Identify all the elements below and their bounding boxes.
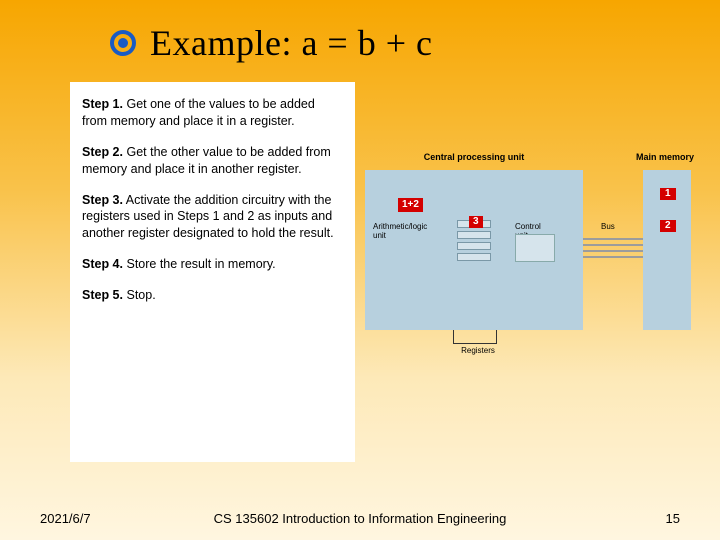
registers-bracket (453, 330, 497, 344)
bus-label: Bus (601, 222, 615, 231)
alu-label: Arithmetic/logic unit (373, 222, 427, 240)
mem-label: Main memory (629, 152, 701, 162)
step-item: Step 3. Activate the addition circuitry … (82, 192, 343, 243)
footer-page: 15 (666, 511, 680, 526)
step-item: Step 1. Get one of the values to be adde… (82, 96, 343, 130)
slide-title: Example: a = b + c (150, 22, 433, 64)
bus-line (583, 238, 643, 240)
step-label: Step 4. (82, 257, 123, 271)
step-badge-3: 3 (469, 216, 483, 228)
step-label: Step 2. (82, 145, 123, 159)
bus-line (583, 244, 643, 246)
step-label: Step 3. (82, 193, 123, 207)
step-badge-1: 1 (660, 188, 676, 200)
step-label: Step 1. (82, 97, 123, 111)
registers-label: Registers (453, 346, 503, 355)
bus-line (583, 250, 643, 252)
register-slot (457, 231, 491, 239)
bus-rail (583, 238, 643, 258)
step-badge-1-2: 1+2 (398, 198, 423, 212)
bus-line (583, 256, 643, 258)
cpu-diagram: Central processing unit Main memory Arit… (365, 150, 695, 360)
register-slot (457, 253, 491, 261)
step-item: Step 2. Get the other value to be added … (82, 144, 343, 178)
steps-panel: Step 1. Get one of the values to be adde… (70, 82, 355, 462)
slide-title-row: Example: a = b + c (110, 22, 433, 64)
step-label: Step 5. (82, 288, 123, 302)
step-text: Store the result in memory. (126, 257, 275, 271)
register-slot (457, 242, 491, 250)
step-item: Step 4. Store the result in memory. (82, 256, 343, 273)
step-item: Step 5. Stop. (82, 287, 343, 304)
cpu-label: Central processing unit (365, 152, 583, 162)
control-unit-box (515, 234, 555, 262)
step-badge-2: 2 (660, 220, 676, 232)
step-text: Stop. (126, 288, 155, 302)
footer-course: CS 135602 Introduction to Information En… (0, 511, 720, 526)
bullet-icon (110, 30, 136, 56)
